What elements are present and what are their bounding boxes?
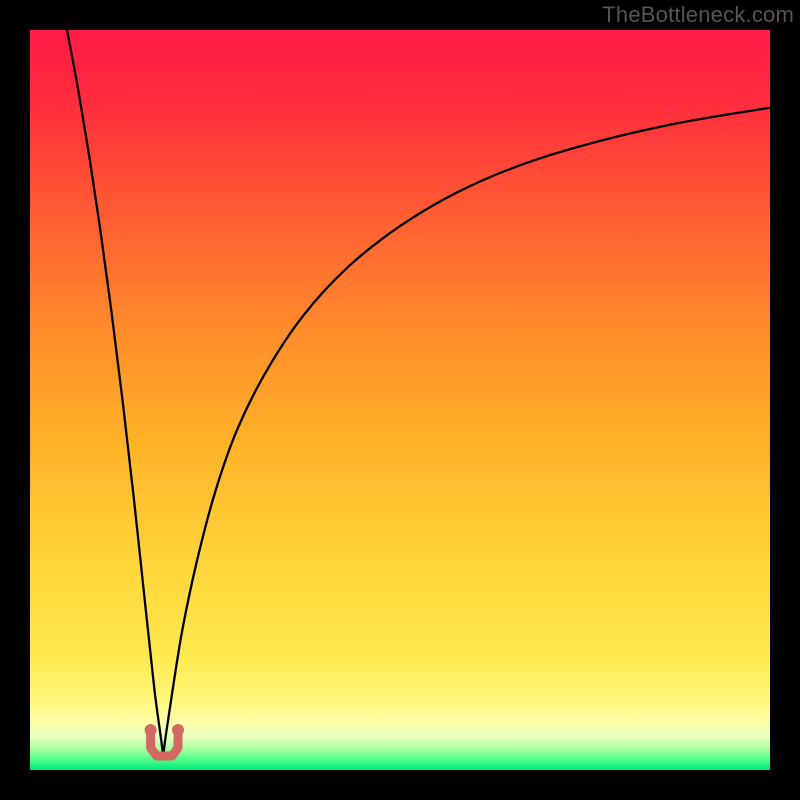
watermark-text: TheBottleneck.com <box>602 2 794 28</box>
cusp-marker-dot-left <box>145 724 157 736</box>
chart-container: TheBottleneck.com <box>0 0 800 800</box>
plot-background <box>30 30 770 770</box>
bottleneck-chart <box>0 0 800 800</box>
cusp-marker-dot-right <box>172 724 184 736</box>
